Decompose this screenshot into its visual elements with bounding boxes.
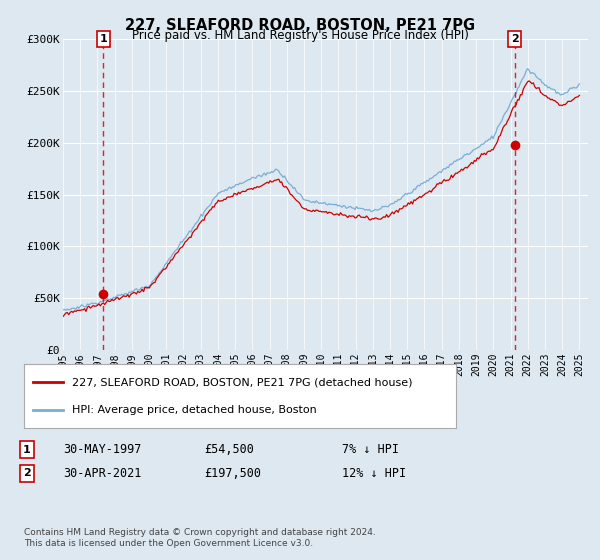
Text: 30-APR-2021: 30-APR-2021 <box>63 466 142 480</box>
Text: 1: 1 <box>23 445 31 455</box>
Text: Price paid vs. HM Land Registry's House Price Index (HPI): Price paid vs. HM Land Registry's House … <box>131 29 469 42</box>
Text: 2: 2 <box>511 34 519 44</box>
Text: £54,500: £54,500 <box>204 443 254 456</box>
Text: HPI: Average price, detached house, Boston: HPI: Average price, detached house, Bost… <box>71 405 316 416</box>
Text: 1: 1 <box>99 34 107 44</box>
Text: 2: 2 <box>23 468 31 478</box>
Text: £197,500: £197,500 <box>204 466 261 480</box>
Text: 12% ↓ HPI: 12% ↓ HPI <box>342 466 406 480</box>
Text: 30-MAY-1997: 30-MAY-1997 <box>63 443 142 456</box>
Text: 227, SLEAFORD ROAD, BOSTON, PE21 7PG (detached house): 227, SLEAFORD ROAD, BOSTON, PE21 7PG (de… <box>71 377 412 387</box>
Text: 227, SLEAFORD ROAD, BOSTON, PE21 7PG: 227, SLEAFORD ROAD, BOSTON, PE21 7PG <box>125 18 475 33</box>
Text: Contains HM Land Registry data © Crown copyright and database right 2024.
This d: Contains HM Land Registry data © Crown c… <box>24 528 376 548</box>
Text: 7% ↓ HPI: 7% ↓ HPI <box>342 443 399 456</box>
